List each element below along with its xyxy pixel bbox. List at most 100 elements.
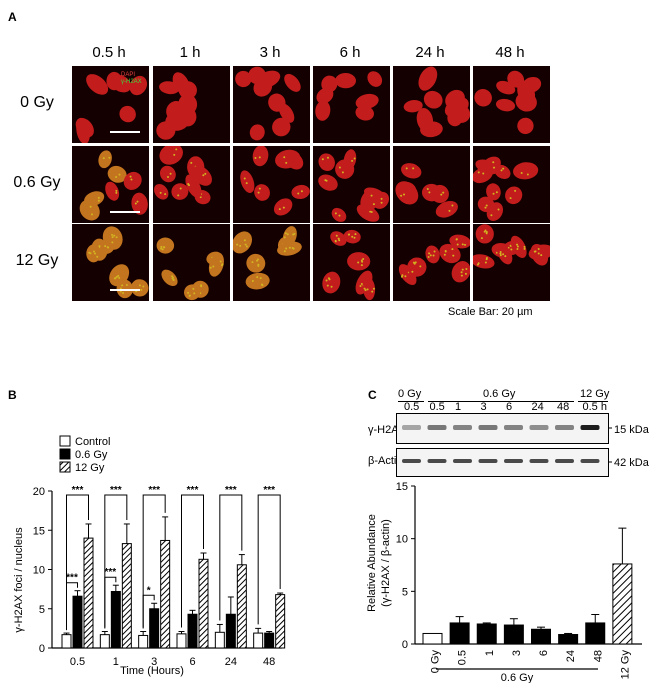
blot-band (427, 459, 447, 463)
legend-swatch-0-6gy (59, 448, 71, 460)
western-blot (396, 413, 612, 477)
y-tick-label: 15 (33, 525, 45, 537)
micrograph-cell (393, 224, 470, 301)
significance-bracket (142, 494, 166, 628)
bar (503, 624, 524, 645)
y-tick-label: 5 (402, 586, 408, 598)
significance-bracket (219, 494, 243, 621)
legend-label: 12 Gy (75, 462, 105, 474)
scale-bar-label: Scale Bar: 20 µm (448, 306, 533, 318)
micrograph-cell (233, 224, 310, 301)
micrograph-cell (313, 146, 390, 223)
micrograph-cell (313, 224, 390, 301)
significance-label: *** (148, 485, 160, 496)
panel-a-letter: A (8, 10, 17, 24)
significance-label: *** (263, 485, 275, 496)
blot-group-0gy: 0 Gy (398, 388, 422, 400)
blot-group-12gy: 12 Gy (580, 388, 610, 400)
scale-bar (110, 211, 140, 213)
blot-lane-label: 0.5 h (582, 401, 607, 413)
micrograph-cell (72, 146, 149, 223)
x-tick-label: 0.5 (70, 656, 85, 668)
bar (236, 564, 247, 649)
micrograph-cell (153, 146, 230, 223)
blot-lane-label: 1 (455, 401, 462, 413)
blot-band (555, 459, 574, 463)
y-tick-label: 10 (396, 534, 408, 546)
significance-label: *** (225, 485, 237, 496)
significance-label: * (147, 585, 151, 596)
y-tick-label: 10 (33, 565, 45, 577)
bar (176, 633, 187, 649)
blot-lane-label: 48 (557, 401, 570, 413)
blot-lane-label: 0.5 (404, 401, 420, 413)
bar (198, 558, 209, 649)
micrograph-cell (393, 146, 470, 223)
y-tick-label: 0 (39, 643, 45, 655)
micrograph-cell (313, 66, 390, 143)
x-tick-label: 6 (538, 650, 550, 656)
time-label: 0.5 h (92, 44, 126, 61)
bar (264, 632, 275, 649)
bar (61, 634, 72, 649)
micrograph-cell (72, 224, 149, 301)
blot-marker-label: 15 kDa (614, 424, 649, 436)
blot-band (529, 459, 549, 463)
bar (149, 608, 160, 649)
micrograph-cell (153, 66, 230, 143)
panel-c-chart: Relative Abundance (γ-H2AX / β-actin) 0 5… (366, 481, 642, 683)
blot-band (529, 425, 549, 430)
dapi-legend: DAPI (121, 72, 136, 78)
significance-label: *** (187, 485, 199, 496)
blot-lane-label: 6 (506, 401, 513, 413)
panel-b-legend: Control 0.6 Gy 12 Gy (59, 435, 110, 474)
blot-lane-label: 0.5 (429, 401, 445, 413)
legend-label: Control (75, 436, 110, 448)
bar (99, 634, 110, 649)
bar (612, 563, 633, 645)
x-tick-label: 48 (592, 650, 604, 662)
panel-b-chart: Control 0.6 Gy 12 Gy γ-H2AX foci / nucle… (13, 435, 286, 677)
blot-band (504, 459, 523, 463)
significance-label: *** (104, 567, 116, 578)
y-axis-label: Relative Abundance (366, 514, 378, 612)
significance-label: *** (110, 485, 122, 496)
significance-label: *** (66, 573, 78, 584)
blot-group-line (428, 401, 574, 402)
bar (275, 594, 286, 649)
blot-lane-label: 24 (531, 401, 544, 413)
blot-group-line (398, 401, 424, 402)
x-tick-label: 1 (484, 650, 496, 656)
x-tick-label: 1 (113, 656, 119, 668)
legend-swatch-12gy (59, 461, 71, 473)
x-tick-label: 3 (511, 650, 523, 656)
panel-c-letter: C (368, 388, 377, 402)
significance-bracket (142, 594, 155, 629)
y-tick-label: 5 (39, 604, 45, 616)
y-axis-label: γ-H2AX foci / nucleus (13, 527, 25, 633)
scale-bar (110, 289, 140, 291)
x-tick-label: 24 (565, 650, 577, 662)
dose-label: 0.6 Gy (13, 174, 61, 191)
group-label: 0.6 Gy (501, 672, 534, 683)
blot-lane-label: 3 (480, 401, 487, 413)
bar (449, 622, 470, 645)
micrograph-cell (473, 66, 550, 143)
blot-group-0-6gy: 0.6 Gy (483, 388, 516, 400)
bar (72, 595, 83, 649)
blot-group-line (578, 401, 608, 402)
y-tick-label: 20 (33, 486, 45, 498)
blot-band (402, 425, 421, 430)
time-label: 3 h (259, 44, 281, 61)
time-label: 6 h (339, 44, 361, 61)
blot-band (580, 425, 600, 430)
blot-band (478, 459, 498, 463)
bar (531, 628, 551, 645)
bar (138, 634, 149, 649)
significance-bracket (66, 494, 89, 630)
dose-label: 0 Gy (20, 94, 54, 111)
blot-band (453, 425, 472, 430)
bar (160, 539, 171, 649)
bar (558, 634, 579, 645)
significance-bracket (104, 576, 117, 629)
